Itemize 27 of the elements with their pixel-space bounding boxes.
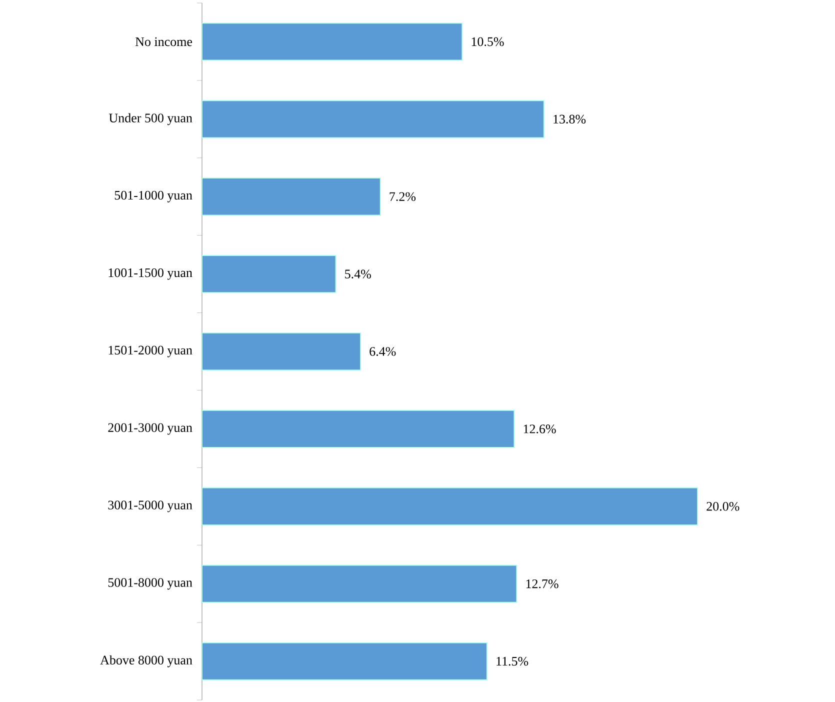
data-label: 12.6% <box>524 424 556 434</box>
data-label: 20.0% <box>706 502 740 511</box>
y-tick-label: 5001-8000 yuan <box>108 578 192 590</box>
data-label: 10.5% <box>472 37 504 46</box>
bar <box>202 487 698 526</box>
bar <box>202 564 518 603</box>
data-label: 11.5% <box>496 656 528 666</box>
data-label: 13.8% <box>554 114 586 124</box>
y-tick-label: 1001-1500 yuan <box>108 268 192 280</box>
y-tick-label: 1501-2000 yuan <box>108 346 192 358</box>
bar <box>202 22 463 61</box>
bar <box>202 178 381 216</box>
data-label: 5.4% <box>345 270 371 278</box>
y-tick-label: 3001-5000 yuan <box>108 500 192 512</box>
bar <box>202 100 544 138</box>
bar <box>202 254 336 294</box>
bar <box>202 332 362 371</box>
data-label: 12.7% <box>526 579 558 588</box>
y-tick-label: 501-1000 yuan <box>114 190 192 202</box>
y-tick-label: Under 500 yuan <box>108 113 192 126</box>
bar <box>202 410 515 448</box>
y-tick-label: No income <box>135 37 192 46</box>
data-label: 7.2% <box>390 192 416 202</box>
y-tick-label: 2001-3000 yuan <box>108 423 192 435</box>
y-tick-label: Above 8000 yuan <box>100 655 192 668</box>
data-label: 6.4% <box>370 347 396 356</box>
bar <box>202 642 488 680</box>
